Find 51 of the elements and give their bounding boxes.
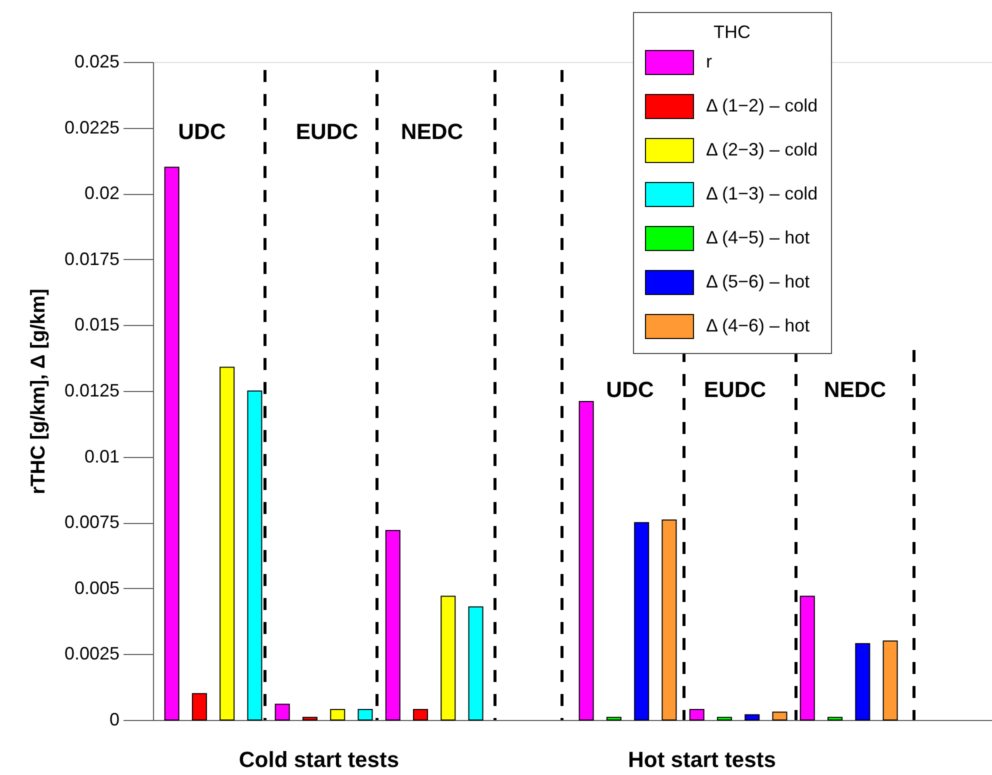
y-tick-label: 0.0225: [64, 117, 120, 138]
bar: [385, 530, 400, 720]
bar: [330, 708, 346, 720]
bar: [828, 716, 843, 720]
legend-label: Δ (4−5) – hot: [706, 228, 810, 248]
bar: [468, 606, 484, 720]
y-tick-label: 0.0125: [64, 380, 120, 400]
text: Cold start tests: [238, 747, 400, 772]
legend-label: r: [706, 52, 712, 72]
annotation: NEDC: [400, 119, 464, 144]
bar: [192, 693, 207, 720]
bar: [440, 596, 456, 720]
y-tick-label: 0.005: [74, 578, 120, 598]
bar: [164, 166, 180, 720]
bar: [882, 640, 898, 720]
legend-title: THC: [714, 22, 750, 42]
bar: [689, 708, 704, 720]
bar: [578, 401, 594, 720]
y-tick-label: 0.025: [74, 52, 120, 72]
y-tick-label: 0.0175: [64, 248, 120, 269]
bar: [744, 714, 760, 720]
legend-label: Δ (5−6) – hot: [706, 272, 810, 292]
bar: [413, 708, 428, 720]
legend-label: Δ (4−6) – hot: [706, 316, 810, 336]
y-tick-label: 0.02: [84, 183, 120, 204]
y-axis-title: rTHC [g/km], Δ [g/km]: [27, 288, 50, 494]
bar: [220, 366, 235, 720]
annotation: NEDC: [824, 377, 886, 402]
annotation: EUDC: [296, 119, 358, 144]
y-tick-label: 0.01: [84, 446, 120, 466]
text: Hot start tests: [628, 747, 776, 772]
bar: [274, 704, 290, 720]
legend-label: Δ (1−2) – cold: [706, 96, 818, 116]
legend-label: Δ (1−3) – cold: [706, 184, 818, 204]
bar: [358, 708, 373, 720]
annotation: EUDC: [704, 377, 766, 402]
annotation: UDC: [178, 119, 226, 144]
bar: [662, 519, 677, 720]
bar: [800, 596, 815, 720]
annotation: UDC: [606, 377, 654, 402]
bar: [716, 716, 732, 720]
bar: [855, 643, 870, 720]
bar: [772, 712, 788, 720]
bar: [302, 716, 318, 720]
y-tick-label: 0: [109, 710, 120, 730]
y-tick-label: 0.0075: [64, 512, 120, 532]
bar: [634, 522, 650, 720]
legend-label: Δ (2−3) – cold: [706, 140, 818, 160]
y-tick-label: 0.0025: [64, 644, 120, 664]
y-tick-label: 0.015: [74, 314, 120, 335]
bar: [606, 716, 622, 720]
